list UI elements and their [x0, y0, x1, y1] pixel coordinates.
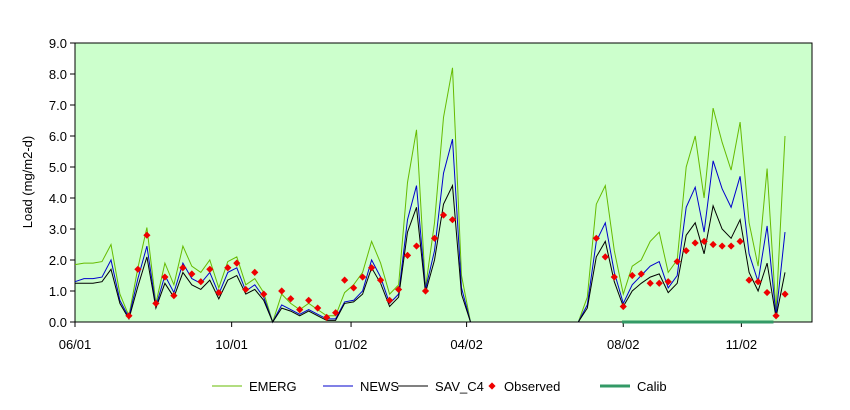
observed-point	[412, 242, 421, 250]
plot-area	[74, 42, 813, 323]
observed-point	[727, 242, 735, 250]
observed-point	[242, 285, 250, 294]
x-tick-label: 10/01	[215, 337, 248, 352]
legend-swatch-observed	[488, 382, 496, 390]
observed-point	[359, 273, 367, 281]
observed-point	[781, 290, 789, 298]
observed-point	[170, 292, 178, 300]
observed-point	[394, 285, 403, 294]
emerg-series-line	[74, 67, 786, 324]
x-axis: 06/01 10/01 01/02 04/02 08/02 11/02	[59, 322, 757, 352]
y-axis: 0.0 1.0 2.0 3.0 4.0 5.0 6.0 7.0 8.0 9.0	[49, 36, 75, 330]
x-tick-label: 04/02	[450, 337, 483, 352]
observed-point	[691, 239, 699, 247]
x-tick-label: 11/02	[726, 337, 758, 352]
observed-point	[134, 265, 142, 273]
observed-point	[233, 259, 241, 267]
observed-point	[646, 279, 654, 287]
observed-point	[296, 306, 304, 314]
observed-point	[197, 278, 205, 286]
observed-point	[592, 234, 600, 242]
observed-point	[323, 313, 331, 321]
observed-point	[700, 237, 708, 245]
legend-label-sav-c4: SAV_C4	[435, 379, 484, 394]
legend-label-observed: Observed	[504, 379, 560, 394]
observed-point	[628, 271, 636, 280]
observed-point	[637, 270, 645, 278]
observed-point	[179, 264, 187, 272]
observed-point	[655, 279, 663, 287]
observed-point	[619, 302, 627, 311]
observed-point	[251, 268, 259, 276]
observed-point	[152, 299, 160, 307]
observed-point	[610, 273, 618, 281]
y-axis-label: Load (mg/m2-d)	[20, 136, 35, 228]
observed-point	[430, 234, 439, 242]
y-tick-label: 4.0	[49, 191, 67, 206]
observed-point	[350, 284, 358, 292]
y-tick-label: 7.0	[49, 98, 67, 113]
legend-label-emerg: EMERG	[249, 379, 297, 394]
y-tick-label: 0.0	[49, 315, 67, 330]
observed-point	[215, 288, 223, 297]
legend-label-calib: Calib	[637, 379, 667, 394]
y-tick-label: 6.0	[49, 129, 67, 144]
observed-point	[709, 240, 717, 249]
observed-point	[403, 251, 412, 259]
observed-point	[341, 276, 349, 284]
observed-point	[314, 304, 322, 312]
x-tick-label: 08/02	[607, 337, 640, 352]
observed-point	[673, 257, 681, 266]
legend: EMERG NEWS SAV_C4 Observed Calib	[212, 379, 667, 394]
observed-point	[161, 273, 169, 281]
observed-point	[332, 309, 340, 317]
x-tick-label: 01/02	[335, 337, 368, 352]
observed-point	[448, 216, 457, 224]
observed-point	[745, 276, 753, 284]
observed-point	[718, 242, 726, 250]
observed-point	[367, 264, 376, 272]
y-tick-label: 2.0	[49, 253, 67, 268]
observed-point	[682, 247, 690, 255]
observed-point	[376, 276, 385, 284]
observed-point	[305, 296, 313, 304]
observed-point	[601, 253, 609, 261]
series-layer	[74, 67, 789, 324]
observed-point	[754, 278, 762, 286]
y-tick-label: 8.0	[49, 67, 67, 82]
y-tick-label: 5.0	[49, 160, 67, 175]
y-tick-label: 1.0	[49, 284, 67, 299]
observed-point	[125, 312, 133, 320]
observed-point	[278, 287, 286, 295]
legend-label-news: NEWS	[360, 379, 399, 394]
y-tick-label: 9.0	[49, 36, 67, 51]
observed-point	[736, 237, 744, 245]
observed-point	[206, 265, 214, 273]
observed-point	[772, 312, 780, 320]
observed-point	[421, 287, 430, 295]
observed-point	[224, 264, 232, 272]
observed-point	[763, 288, 771, 297]
observed-point	[143, 231, 151, 239]
observed-point	[385, 296, 394, 304]
y-tick-label: 3.0	[49, 222, 67, 237]
observed-point	[260, 290, 268, 298]
observed-point	[287, 295, 295, 303]
observed-point	[188, 270, 196, 278]
observed-point	[439, 211, 448, 219]
x-tick-label: 06/01	[59, 337, 92, 352]
observed-point	[664, 278, 672, 286]
